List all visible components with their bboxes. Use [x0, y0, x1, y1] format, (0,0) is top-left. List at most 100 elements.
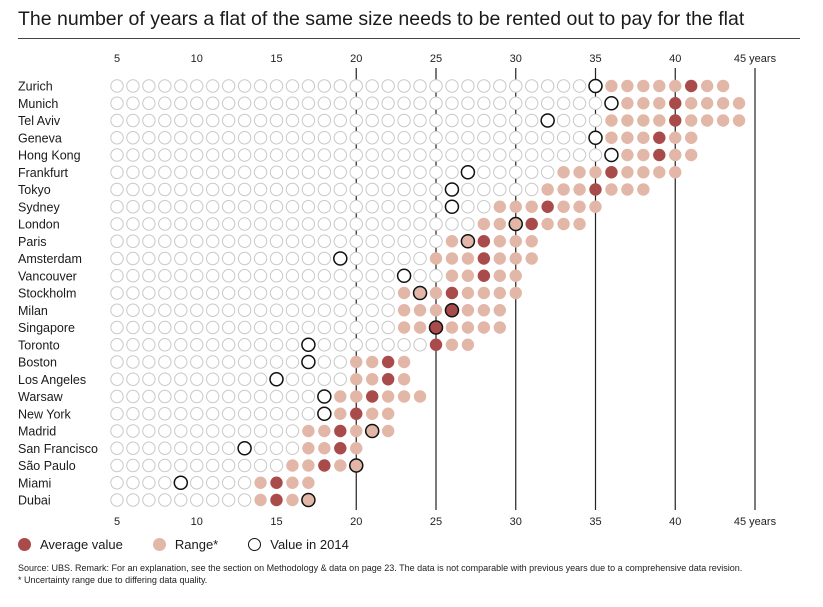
empty-dot: [317, 372, 332, 386]
average-dot: [605, 166, 618, 179]
empty-dot: [509, 96, 523, 110]
empty-dot: [253, 182, 268, 197]
empty-dot: [126, 493, 140, 507]
empty-dot: [333, 338, 347, 352]
range-dot: [366, 424, 379, 438]
empty-dot: [206, 303, 220, 317]
empty-dot: [285, 165, 300, 179]
empty-dot: [333, 372, 347, 386]
empty-dot: [269, 441, 284, 455]
empty-dot: [269, 165, 284, 179]
range-dot: [716, 97, 730, 110]
range-dot: [605, 79, 618, 93]
empty-dot: [237, 476, 252, 490]
range-dot: [413, 286, 427, 300]
empty-dot: [253, 458, 268, 473]
empty-dot: [349, 148, 363, 162]
average-dot: [366, 390, 379, 403]
empty-dot: [333, 217, 347, 231]
empty-dot: [285, 424, 300, 438]
range-dot: [286, 459, 299, 472]
empty-dot: [126, 286, 140, 300]
empty-dot: [158, 372, 172, 386]
range-dot: [605, 131, 618, 144]
range-dot: [254, 493, 267, 507]
range-dot: [493, 235, 506, 248]
empty-dot: [317, 113, 332, 128]
value-2014-ring: [444, 182, 460, 197]
empty-dot: [365, 79, 379, 93]
average-dot: [653, 131, 666, 144]
empty-dot: [525, 148, 539, 162]
empty-dot: [206, 407, 220, 421]
empty-dot: [221, 131, 236, 145]
range-dot: [653, 79, 666, 93]
average-dot: [477, 269, 491, 282]
empty-dot: [221, 407, 236, 421]
empty-dot: [221, 286, 236, 300]
city-label-madrid: Madrid: [18, 425, 56, 439]
range-dot: [477, 217, 491, 231]
empty-dot: [317, 200, 332, 214]
empty-dot: [509, 148, 523, 162]
empty-dot: [126, 389, 140, 404]
empty-dot: [110, 182, 124, 197]
empty-dot: [365, 269, 379, 283]
empty-dot: [142, 96, 156, 110]
legend-average-swatch: [18, 538, 31, 551]
empty-dot: [206, 441, 220, 455]
empty-dot: [126, 458, 140, 473]
empty-dot: [429, 234, 443, 248]
empty-dot: [269, 96, 284, 110]
empty-dot: [445, 165, 459, 179]
empty-dot: [269, 269, 284, 283]
empty-dot: [365, 338, 379, 352]
empty-dot: [174, 113, 188, 128]
empty-dot: [397, 113, 411, 128]
empty-dot: [413, 234, 427, 248]
empty-dot: [349, 165, 363, 179]
empty-dot: [301, 113, 316, 128]
city-label-amsterdam: Amsterdam: [18, 252, 82, 266]
legend-2014: Value in 2014: [248, 537, 349, 552]
empty-dot: [540, 79, 555, 93]
empty-dot: [110, 493, 124, 507]
empty-dot: [333, 113, 347, 128]
empty-dot: [349, 113, 363, 128]
empty-dot: [174, 286, 188, 300]
empty-dot: [142, 372, 156, 386]
range-dot: [413, 321, 427, 334]
average-dot: [318, 459, 331, 472]
empty-dot: [253, 217, 268, 231]
city-label-paris: Paris: [18, 235, 46, 249]
empty-dot: [221, 476, 236, 490]
empty-dot: [301, 269, 316, 283]
empty-dot: [142, 389, 156, 404]
empty-dot: [493, 113, 507, 128]
empty-dot: [110, 424, 124, 438]
empty-dot: [301, 217, 316, 231]
range-dot: [700, 97, 714, 110]
empty-dot: [349, 286, 363, 300]
range-dot: [493, 217, 506, 231]
average-dot: [477, 252, 491, 265]
empty-dot: [445, 96, 459, 110]
value-2014-ring: [588, 78, 603, 94]
empty-dot: [158, 269, 172, 283]
city-label-milan: Milan: [18, 304, 48, 318]
empty-dot: [190, 182, 204, 197]
x-tick-top-15: 15: [270, 53, 282, 65]
empty-dot: [317, 303, 332, 317]
empty-dot: [158, 320, 172, 335]
empty-dot: [381, 320, 395, 335]
range-dot: [397, 321, 411, 334]
empty-dot: [221, 200, 236, 214]
empty-dot: [221, 79, 236, 93]
range-dot: [685, 148, 698, 162]
empty-dot: [190, 355, 204, 369]
empty-dot: [285, 286, 300, 300]
empty-dot: [206, 493, 220, 507]
empty-dot: [285, 320, 300, 335]
empty-dot: [110, 165, 124, 179]
range-dot: [366, 355, 379, 369]
